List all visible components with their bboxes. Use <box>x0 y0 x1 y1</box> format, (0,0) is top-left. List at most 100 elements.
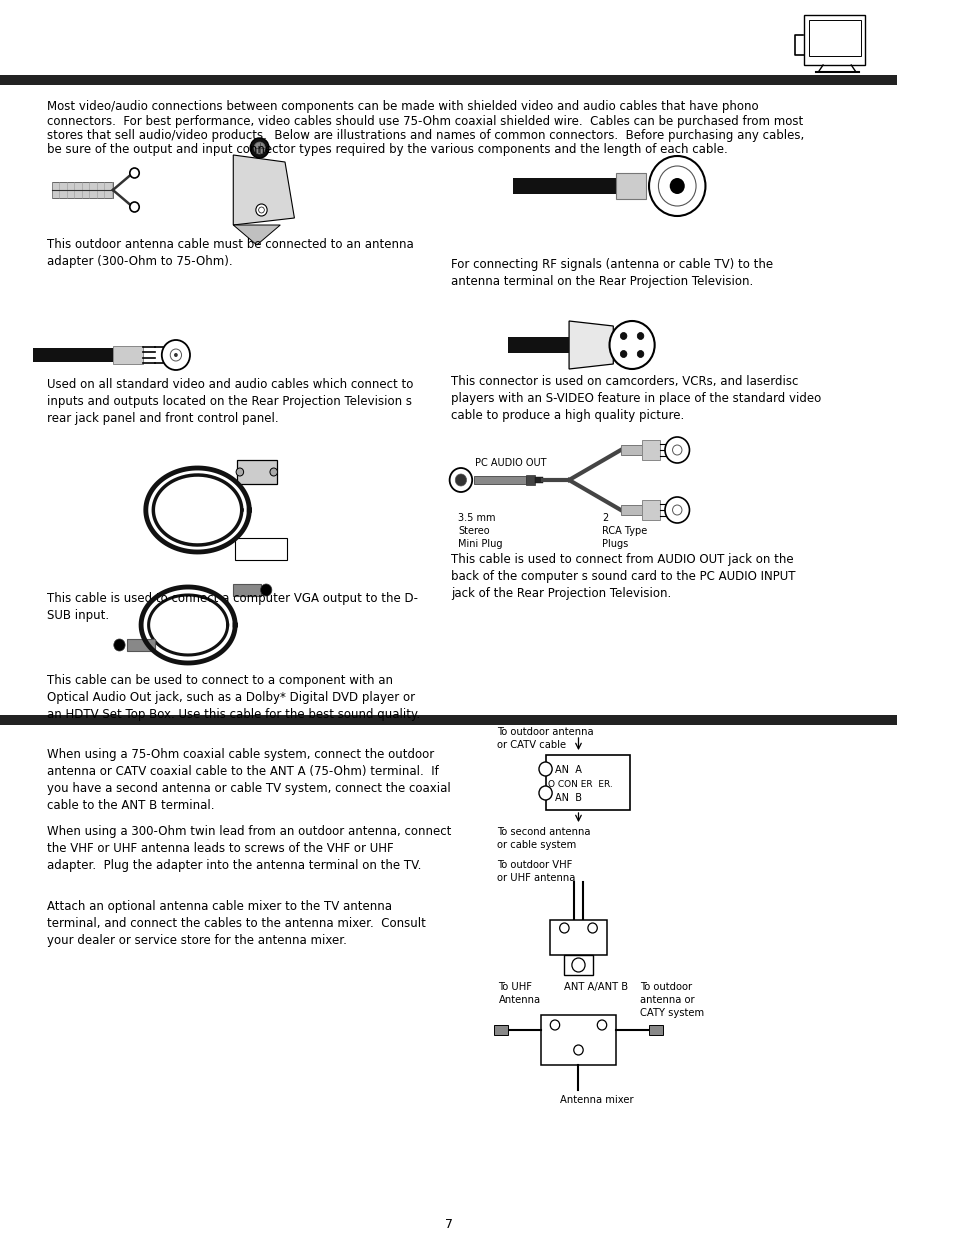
Circle shape <box>258 207 264 212</box>
Bar <box>0 715 897 725</box>
Text: To outdoor
antenna or
CATY system: To outdoor antenna or CATY system <box>639 982 703 1019</box>
Bar <box>127 638 155 651</box>
Circle shape <box>253 552 256 555</box>
Circle shape <box>173 353 177 357</box>
Circle shape <box>664 437 689 463</box>
Bar <box>234 538 287 559</box>
Circle shape <box>587 923 597 932</box>
Bar <box>545 755 630 810</box>
Circle shape <box>637 351 643 357</box>
Circle shape <box>279 552 282 555</box>
Text: stores that sell audio/video products.  Below are illustrations and names of com: stores that sell audio/video products. B… <box>47 128 803 142</box>
Circle shape <box>255 204 267 216</box>
Text: For connecting RF signals (antenna or cable TV) to the
antenna terminal on the R: For connecting RF signals (antenna or ca… <box>451 258 773 288</box>
Bar <box>236 459 276 484</box>
Circle shape <box>130 168 139 178</box>
Circle shape <box>238 541 241 545</box>
Text: Antenna mixer: Antenna mixer <box>559 1095 633 1105</box>
Ellipse shape <box>626 342 637 348</box>
Circle shape <box>269 552 272 555</box>
Text: This cable can be used to connect to a component with an
Optical Audio Out jack,: This cable can be used to connect to a c… <box>47 674 419 721</box>
Bar <box>648 1025 662 1035</box>
Text: When using a 75-Ohm coaxial cable system, connect the outdoor
antenna or CATV co: When using a 75-Ohm coaxial cable system… <box>47 748 451 811</box>
Text: AN  A: AN A <box>555 764 581 776</box>
Circle shape <box>170 350 181 361</box>
Circle shape <box>664 496 689 522</box>
Bar <box>564 955 592 974</box>
Circle shape <box>559 923 569 932</box>
Circle shape <box>449 468 472 492</box>
Bar <box>616 173 645 199</box>
Circle shape <box>550 1020 559 1030</box>
Circle shape <box>259 541 262 545</box>
Circle shape <box>538 762 552 776</box>
Bar <box>620 505 640 515</box>
Circle shape <box>669 178 684 194</box>
Text: PC AUDIO OUT: PC AUDIO OUT <box>475 458 546 468</box>
Text: 3.5 mm
Stereo
Mini Plug: 3.5 mm Stereo Mini Plug <box>457 513 502 550</box>
Text: 7: 7 <box>444 1218 453 1231</box>
Circle shape <box>235 468 243 475</box>
Bar <box>525 475 535 485</box>
Circle shape <box>249 552 252 555</box>
Bar <box>51 182 112 198</box>
Circle shape <box>269 541 272 545</box>
Circle shape <box>243 541 246 545</box>
Circle shape <box>270 468 277 475</box>
Text: AN  B: AN B <box>555 793 581 803</box>
Polygon shape <box>569 321 613 369</box>
Circle shape <box>274 541 277 545</box>
Text: Most video/audio connections between components can be made with shielded video : Most video/audio connections between com… <box>47 100 758 112</box>
Circle shape <box>672 505 681 515</box>
Text: When using a 300-Ohm twin lead from an outdoor antenna, connect
the VHF or UHF a: When using a 300-Ohm twin lead from an o… <box>47 825 451 872</box>
Bar <box>540 1015 616 1065</box>
Circle shape <box>264 552 267 555</box>
Bar <box>33 348 112 362</box>
Circle shape <box>455 474 466 487</box>
Circle shape <box>672 445 681 454</box>
Text: O CON ER  ER.: O CON ER ER. <box>548 781 613 789</box>
Polygon shape <box>233 225 280 245</box>
Bar <box>512 178 616 194</box>
Text: This outdoor antenna cable must be connected to an antenna
adapter (300-Ohm to 7: This outdoor antenna cable must be conne… <box>47 238 414 268</box>
Bar <box>550 920 606 955</box>
Circle shape <box>648 156 704 216</box>
Bar <box>535 477 542 483</box>
Text: connectors.  For best performance, video cables should use 75-Ohm coaxial shield: connectors. For best performance, video … <box>47 115 802 127</box>
Text: Attach an optional antenna cable mixer to the TV antenna
terminal, and connect t: Attach an optional antenna cable mixer t… <box>47 900 425 947</box>
Bar <box>507 337 569 353</box>
Polygon shape <box>233 156 294 225</box>
Text: 2
RCA Type
Plugs: 2 RCA Type Plugs <box>601 513 646 550</box>
Circle shape <box>238 552 241 555</box>
Circle shape <box>250 138 269 158</box>
Circle shape <box>658 165 696 206</box>
Circle shape <box>260 584 272 597</box>
Bar <box>112 346 143 364</box>
Circle shape <box>253 541 256 545</box>
Text: ANT A/ANT B: ANT A/ANT B <box>564 982 628 992</box>
Bar <box>233 584 261 597</box>
Circle shape <box>243 552 246 555</box>
Text: This connector is used on camcorders, VCRs, and laserdisc
players with an S-VIDE: This connector is used on camcorders, VC… <box>451 375 821 422</box>
Circle shape <box>637 332 643 340</box>
Bar <box>494 1025 507 1035</box>
Text: Used on all standard video and audio cables which connect to
inputs and outputs : Used on all standard video and audio cab… <box>47 378 413 425</box>
Bar <box>808 20 860 56</box>
Bar <box>474 475 525 484</box>
Text: be sure of the output and input connector types required by the various componen: be sure of the output and input connecto… <box>47 143 727 157</box>
Bar <box>803 15 864 65</box>
Text: To UHF
Antenna: To UHF Antenna <box>498 982 540 1005</box>
Bar <box>0 75 897 85</box>
Circle shape <box>162 340 190 370</box>
Text: This cable is used to connect a computer VGA output to the D-
SUB input.: This cable is used to connect a computer… <box>47 592 417 622</box>
Text: To second antenna
or cable system: To second antenna or cable system <box>497 827 590 850</box>
Circle shape <box>249 541 252 545</box>
Circle shape <box>274 552 277 555</box>
Bar <box>640 500 659 520</box>
Circle shape <box>130 203 139 212</box>
Circle shape <box>253 142 265 154</box>
Circle shape <box>619 351 626 357</box>
Bar <box>620 445 640 454</box>
Circle shape <box>609 321 654 369</box>
Circle shape <box>264 541 267 545</box>
